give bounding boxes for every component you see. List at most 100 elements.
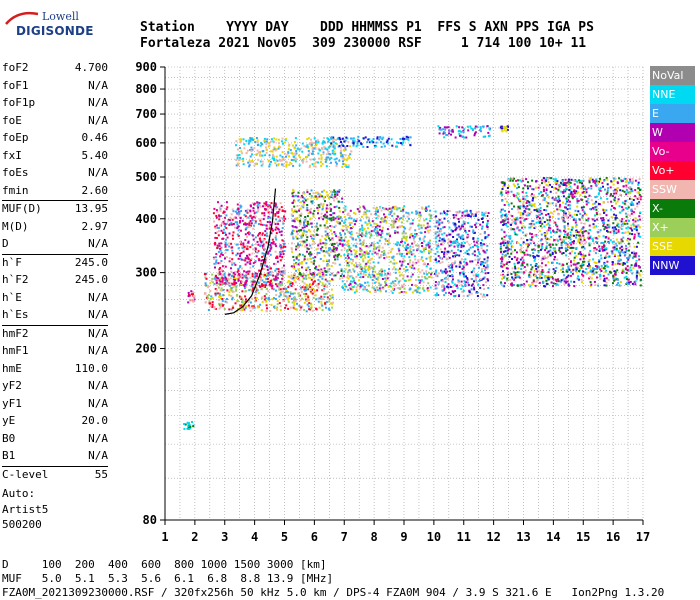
echo-pixel: [212, 256, 215, 259]
echo-pixel: [294, 217, 297, 220]
echo-pixel: [468, 253, 471, 256]
echo-pixel: [301, 200, 304, 203]
echo-pixel: [388, 207, 391, 210]
echo-pixel: [542, 177, 545, 180]
echo-pixel: [530, 211, 533, 214]
echo-pixel: [298, 253, 301, 256]
echo-pixel: [502, 244, 505, 247]
echo-pixel: [484, 272, 487, 275]
echo-pixel: [446, 270, 449, 273]
echo-pixel: [634, 207, 637, 210]
echo-pixel: [244, 233, 247, 236]
echo-pixel: [244, 222, 247, 225]
echo-pixel: [343, 270, 346, 273]
echo-pixel: [397, 268, 400, 271]
echo-pixel: [392, 287, 395, 290]
echo-pixel: [249, 210, 252, 213]
echo-pixel: [277, 223, 280, 225]
echo-pixel: [630, 264, 633, 267]
echo-pixel: [573, 217, 576, 220]
echo-pixel: [220, 242, 223, 245]
echo-pixel: [602, 279, 605, 282]
echo-pixel: [443, 277, 446, 280]
echo-pixel: [477, 283, 480, 286]
echo-pixel: [339, 217, 342, 220]
echo-pixel: [466, 214, 469, 217]
echo-pixel: [268, 249, 271, 252]
echo-pixel: [633, 237, 636, 240]
echo-pixel: [602, 246, 605, 249]
echo-pixel: [321, 273, 324, 276]
echo-pixel: [351, 288, 354, 291]
echo-pixel: [218, 215, 221, 218]
echo-pixel: [547, 202, 550, 205]
echo-pixel: [309, 211, 312, 214]
echo-pixel: [633, 227, 636, 230]
echo-pixel: [595, 195, 598, 198]
echo-pixel: [378, 256, 381, 259]
echo-pixel: [239, 257, 242, 260]
echo-pixel: [473, 288, 476, 291]
echo-pixel: [484, 261, 487, 264]
echo-pixel: [617, 262, 620, 265]
echo-pixel: [289, 292, 292, 295]
echo-pixel: [554, 248, 557, 251]
echo-pixel: [566, 216, 569, 219]
echo-pixel: [543, 221, 546, 223]
echo-pixel: [362, 213, 365, 216]
echo-pixel: [220, 289, 223, 292]
echo-pixel: [611, 205, 613, 207]
echo-pixel: [605, 214, 608, 217]
echo-pixel: [233, 281, 236, 284]
echo-pixel: [341, 197, 344, 200]
echo-pixel: [250, 285, 253, 288]
echo-pixel: [565, 280, 567, 283]
echo-pixel: [273, 278, 276, 281]
echo-pixel: [376, 224, 379, 227]
echo-pixel: [214, 283, 217, 286]
echo-pixel: [279, 259, 282, 262]
echo-pixel: [501, 188, 504, 190]
echo-pixel: [396, 215, 399, 218]
echo-pixel: [284, 245, 287, 248]
echo-pixel: [330, 243, 333, 246]
echo-pixel: [565, 270, 568, 273]
echo-pixel: [587, 271, 590, 274]
echo-pixel: [583, 260, 586, 263]
echo-pixel: [267, 211, 270, 214]
echo-pixel: [240, 280, 242, 283]
echo-pixel: [562, 216, 565, 219]
echo-pixel: [271, 227, 274, 230]
echo-pixel: [304, 216, 307, 218]
echo-pixel: [606, 260, 609, 263]
echo-pixel: [427, 205, 430, 208]
echo-pixel: [592, 272, 595, 275]
echo-pixel: [587, 235, 590, 238]
param-row: foF1 N/A: [2, 78, 108, 96]
echo-pixel: [565, 184, 568, 187]
echo-pixel: [471, 213, 474, 216]
echo-pixel: [523, 253, 526, 256]
echo-pixel: [214, 288, 217, 290]
echo-pixel: [537, 186, 540, 189]
echo-pixel: [585, 213, 588, 216]
echo-pixel: [464, 214, 467, 217]
echo-pixel: [274, 213, 277, 215]
echo-pixel: [275, 289, 277, 292]
echo-pixel: [618, 284, 621, 287]
echo-pixel: [254, 296, 257, 299]
echo-pixel: [589, 269, 592, 272]
echo-pixel: [412, 249, 415, 252]
echo-pixel: [391, 291, 394, 294]
echo-pixel: [511, 228, 514, 231]
echo-pixel: [467, 222, 469, 224]
echo-pixel: [278, 245, 281, 248]
echo-pixel: [477, 251, 480, 254]
echo-pixel: [505, 213, 508, 216]
echo-pixel: [472, 237, 475, 240]
echo-pixel: [326, 262, 329, 265]
echo-pixel: [214, 294, 217, 297]
echo-pixel: [427, 241, 430, 244]
echo-pixel: [269, 282, 272, 285]
echo-pixel: [563, 182, 566, 185]
